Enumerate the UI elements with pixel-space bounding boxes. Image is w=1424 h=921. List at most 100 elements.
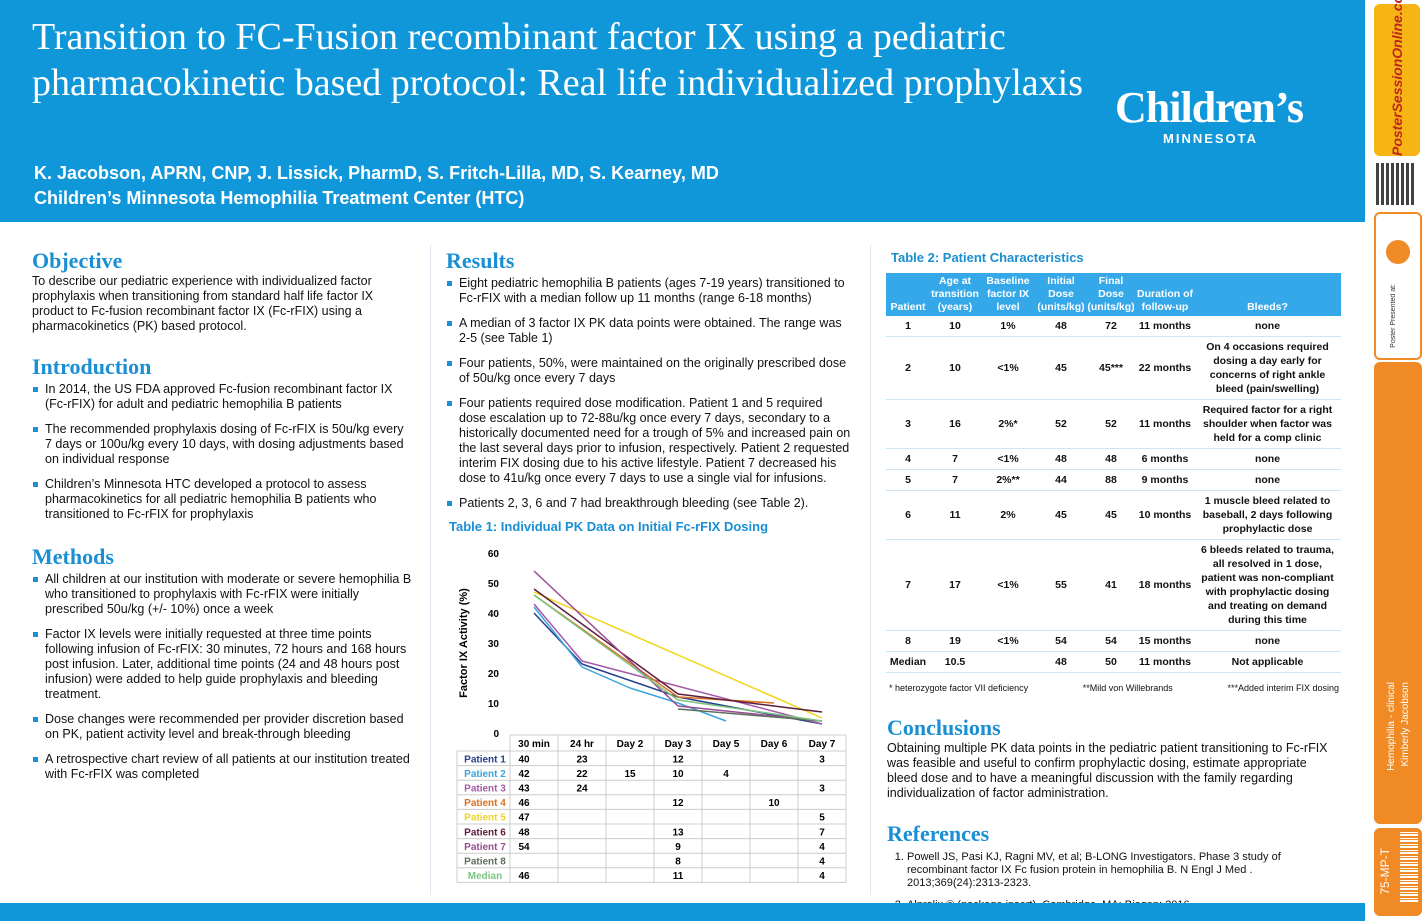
- list-item: Powell JS, Pasi KJ, Ragni MV, et al; B-L…: [907, 851, 1337, 890]
- data-label: 4: [819, 842, 825, 853]
- barcode: [1400, 832, 1418, 902]
- table-cell: 10.5: [930, 651, 980, 673]
- table-cell: 41: [1086, 539, 1136, 631]
- table-cell: none: [1194, 469, 1341, 491]
- data-label: 4: [723, 769, 729, 780]
- footer-band: [0, 903, 1365, 921]
- divider: [430, 245, 431, 895]
- table-cell: 5: [886, 469, 930, 491]
- heading: Conclusions: [887, 715, 1001, 740]
- table-cell: <1%: [980, 336, 1036, 400]
- table-cell: 17: [930, 539, 980, 631]
- y-tick-label: 60: [488, 549, 500, 560]
- y-tick-label: 10: [488, 699, 500, 710]
- table-row: 4 7 <1% 48 48 6 months none: [886, 448, 1341, 470]
- heading: References: [887, 821, 990, 846]
- table-row: Median 10.5 48 50 11 months Not applicable: [886, 651, 1341, 673]
- table-cell: <1%: [980, 539, 1036, 631]
- table-cell: 10 months: [1136, 490, 1194, 540]
- x-tick-label: Day 6: [761, 739, 788, 750]
- table-cell: 45: [1036, 490, 1086, 540]
- y-tick-label: 40: [488, 609, 500, 620]
- category: Hemophilia - clinical: [1386, 682, 1397, 771]
- line-segment: [581, 666, 631, 689]
- table-cell: 45: [1086, 490, 1136, 540]
- title: Transition to FC-Fusion recombinant fact…: [32, 16, 1084, 104]
- table-cell: 1%: [980, 316, 1036, 337]
- brand: PosterSessionOnline.com: [1389, 0, 1405, 156]
- y-tick-label: 50: [488, 579, 500, 590]
- table-row: 7 17 <1% 55 41 18 months 6 bleeds related to t…: [886, 539, 1341, 631]
- list-item: Patients 2, 3, 6 and 7 had breakthrough …: [447, 496, 851, 511]
- code-block: 75-MP-T: [1374, 828, 1422, 916]
- data-label: 24: [576, 784, 588, 795]
- table-cell: 2%*: [980, 399, 1036, 449]
- y-tick-label: 0: [493, 729, 499, 740]
- footnote: * heterozygote factor VII deficiency: [889, 683, 1029, 693]
- data-label: 8: [675, 857, 681, 868]
- chart-title: Table 1: Individual PK Data on Initial F…: [449, 519, 769, 534]
- table-cell: [980, 651, 1036, 673]
- data-label: 7: [819, 827, 825, 838]
- presented-label: Poster Presented at:: [1390, 284, 1397, 348]
- table-row: 3 16 2%* 52 52 11 months Required factor for a…: [886, 399, 1341, 449]
- table-cell: 11 months: [1136, 316, 1194, 337]
- line-segment: [533, 606, 583, 668]
- column-header: Bleeds?: [1194, 273, 1341, 316]
- data-label: 48: [518, 827, 530, 838]
- table-cell: 45***: [1086, 336, 1136, 400]
- table-cell: 7: [930, 448, 980, 470]
- table-cell: 48: [1036, 316, 1086, 337]
- logo: Children’s: [1115, 83, 1304, 132]
- legend-label: Patient 1: [464, 754, 506, 765]
- table-cell: 48: [1036, 448, 1086, 470]
- qr-code: [1376, 163, 1416, 205]
- data-label: 9: [675, 842, 681, 853]
- bullet-list: In 2014, the US FDA approved Fc-fusion r…: [32, 382, 412, 522]
- table-cell: 9 months: [1136, 469, 1194, 491]
- reference-list: Powell JS, Pasi KJ, Ragni MV, et al; B-L…: [887, 851, 1337, 912]
- legend-label: Patient 6: [464, 827, 506, 838]
- table-cell: Required factor for a right shoulder whe…: [1194, 399, 1341, 449]
- table-cell: 7: [886, 539, 930, 631]
- data-label: 11: [673, 871, 684, 882]
- table-cell: 8: [886, 630, 930, 652]
- legend-label: Patient 7: [464, 842, 506, 853]
- table-header: Patient Age at transition (years) Baseline…: [886, 273, 1341, 316]
- column-3-lower: Conclusions Obtaining multiple PK data p…: [887, 715, 1337, 921]
- table-cell: 7: [930, 469, 980, 491]
- data-label: 43: [518, 784, 530, 795]
- table-cell: Not applicable: [1194, 651, 1341, 673]
- column-header: Final Dose (units/kg): [1086, 273, 1136, 316]
- y-tick-label: 20: [488, 669, 500, 680]
- heading: Methods: [32, 544, 114, 569]
- list-item: Dose changes were recommended per provid…: [33, 712, 412, 742]
- list-item: A median of 3 factor IX PK data points w…: [447, 316, 851, 346]
- category-block: Hemophilia - clinical Kimberly Jacobson: [1374, 362, 1422, 824]
- line-segment: [533, 591, 823, 719]
- table-cell: 50: [1086, 651, 1136, 673]
- table-cell: 15 months: [1136, 630, 1194, 652]
- x-tick-label: Day 5: [713, 739, 740, 750]
- legend-label: Patient 5: [464, 813, 506, 824]
- logo-sub: MINNESOTA: [1163, 131, 1259, 146]
- table-cell: 1: [886, 316, 930, 337]
- table-cell: 6 months: [1136, 448, 1194, 470]
- x-tick-label: 30 min: [518, 739, 550, 750]
- list-item: Children’s Minnesota HTC developed a pro…: [33, 477, 412, 522]
- table-cell: 11 months: [1136, 651, 1194, 673]
- table-cell: <1%: [980, 630, 1036, 652]
- data-label: 12: [672, 754, 684, 765]
- sidebar: PosterSessionOnline.com Poster Presented…: [1368, 0, 1424, 921]
- table-cell: 18 months: [1136, 539, 1194, 631]
- heading: Objective: [32, 248, 123, 273]
- table-cell: 22 months: [1136, 336, 1194, 400]
- table-cell: 3: [886, 399, 930, 449]
- data-label: 22: [576, 769, 588, 780]
- line-segment: [533, 603, 583, 662]
- x-tick-label: Day 7: [809, 739, 836, 750]
- column-header: Initial Dose (units/kg): [1036, 273, 1086, 316]
- data-label: 40: [518, 754, 530, 765]
- data-label: 5: [819, 813, 825, 824]
